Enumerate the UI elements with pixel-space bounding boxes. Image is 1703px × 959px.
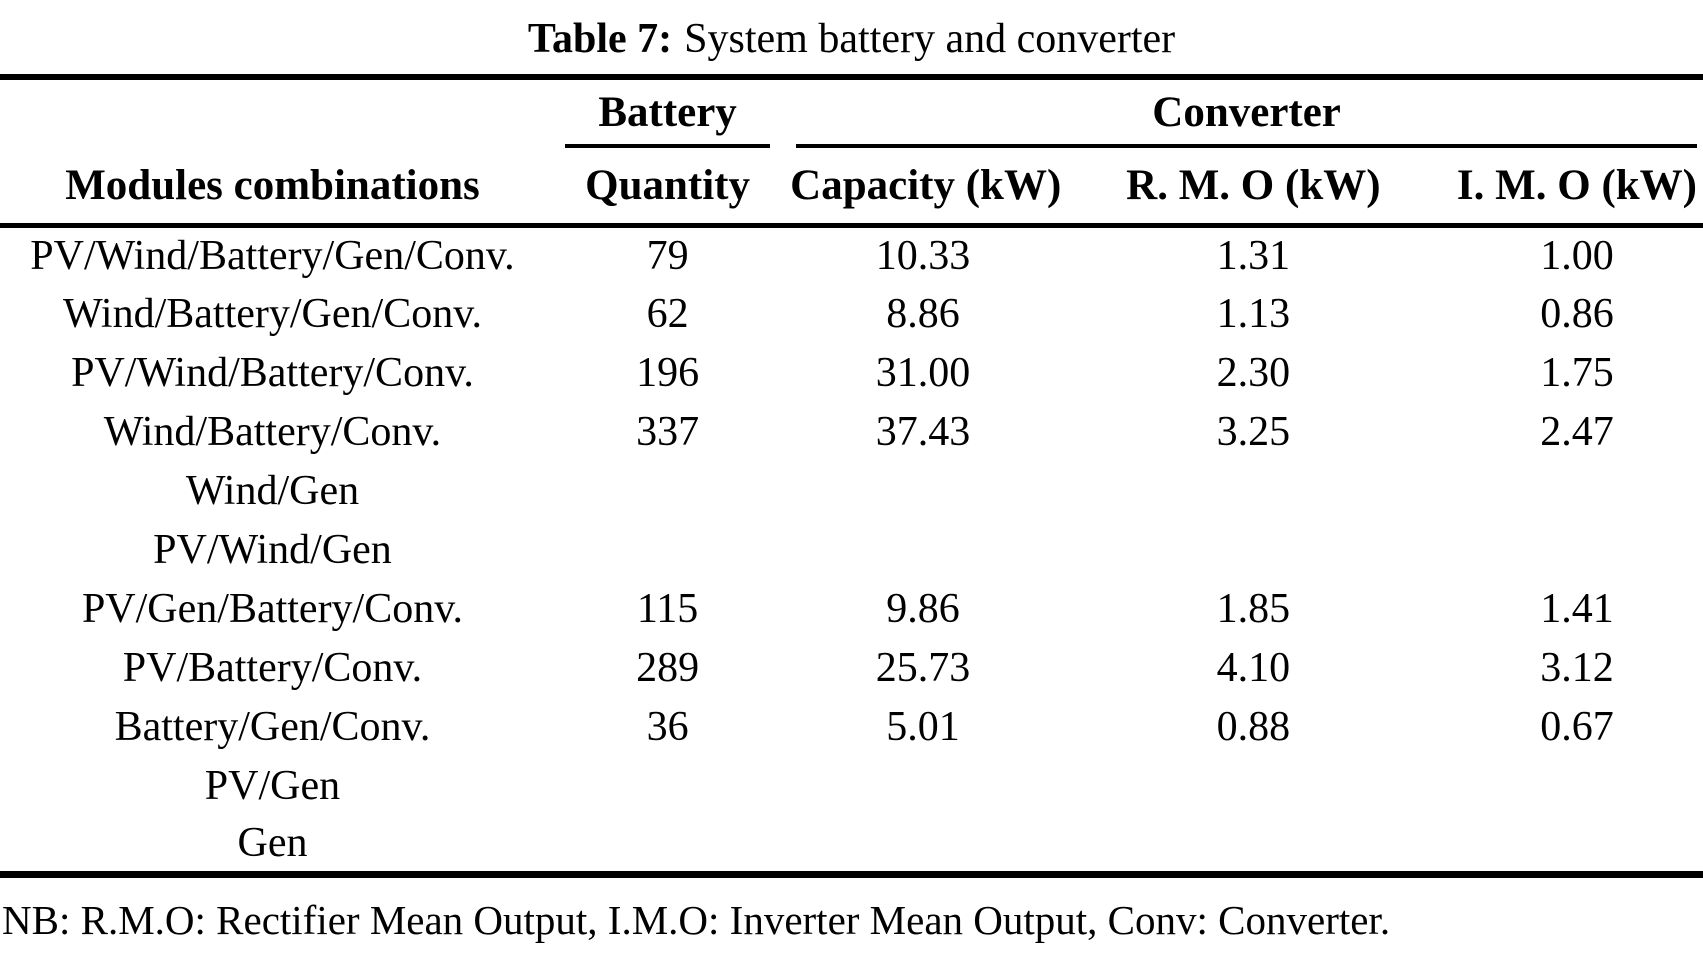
rmo-cell: 1.31 [1216, 232, 1291, 279]
capacity-cell: 10.33 [875, 232, 971, 279]
quantity-cell [545, 461, 790, 520]
capacity-cell: 25.73 [875, 644, 971, 691]
rmo-cell: 0.88 [1216, 703, 1291, 750]
quantity-cell: 36 [646, 703, 689, 750]
rmo-cell: 2.30 [1216, 349, 1291, 396]
header-capacity: Capacity (kW) [790, 148, 1061, 228]
header-inverter-mean-output: I. M. O (kW) [1450, 148, 1703, 228]
table-caption-label: Table 7: [527, 16, 673, 62]
capacity-cell: 8.86 [886, 290, 960, 337]
quantity-cell: 79 [646, 232, 689, 279]
capacity-cell [790, 520, 1056, 579]
table-row: PV/Wind/Battery/Conv. 196 31.00 2.30 1.7… [0, 343, 1703, 402]
quantity-cell: 337 [636, 408, 700, 455]
column-group-row: Battery Converter [0, 77, 1703, 148]
capacity-cell: 9.86 [886, 585, 960, 632]
table-row: PV/Battery/Conv. 289 25.73 4.10 3.12 [0, 638, 1703, 697]
rmo-cell [1056, 815, 1451, 874]
combination-cell: PV/Wind/Battery/Conv. [71, 349, 474, 396]
combination-cell: PV/Gen/Battery/Conv. [81, 585, 464, 632]
capacity-cell: 37.43 [875, 408, 971, 455]
converter-group-label: Converter [796, 80, 1697, 148]
imo-cell: 1.75 [1540, 349, 1614, 396]
combination-cell: Wind/Gen [185, 467, 360, 514]
capacity-cell [790, 815, 1056, 874]
system-battery-converter-table: Battery Converter Modules combinations Q… [0, 74, 1703, 878]
quantity-cell [545, 520, 790, 579]
combination-cell: PV/Wind/Battery/Gen/Conv. [30, 232, 515, 279]
table-row: PV/Gen/Battery/Conv. 115 9.86 1.85 1.41 [0, 579, 1703, 638]
quantity-cell: 196 [636, 349, 700, 396]
imo-cell [1451, 815, 1703, 874]
combination-cell: Wind/Battery/Gen/Conv. [62, 290, 482, 337]
quantity-cell: 62 [646, 290, 689, 337]
rmo-cell [1056, 461, 1451, 520]
quantity-cell: 289 [636, 644, 700, 691]
table-caption-title: System battery and converter [684, 16, 1176, 62]
imo-cell: 0.67 [1540, 703, 1614, 750]
table-row: Wind/Battery/Conv. 337 37.43 3.25 2.47 [0, 402, 1703, 461]
quantity-cell [545, 815, 790, 874]
capacity-cell [790, 461, 1056, 520]
imo-cell [1451, 461, 1703, 520]
combination-cell: Wind/Battery/Conv. [103, 408, 442, 455]
combination-cell: PV/Gen [204, 762, 341, 809]
header-modules-combinations: Modules combinations [0, 148, 545, 228]
header-quantity: Quantity [544, 148, 791, 228]
imo-cell: 0.86 [1540, 290, 1614, 337]
column-header-row: Modules combinations Quantity Capacity (… [0, 148, 1703, 228]
rmo-cell: 4.10 [1216, 644, 1291, 691]
imo-cell: 2.47 [1540, 408, 1614, 455]
combination-cell: PV/Battery/Conv. [122, 644, 423, 691]
capacity-cell: 5.01 [886, 703, 960, 750]
table-row: PV/Wind/Battery/Gen/Conv. 79 10.33 1.31 … [0, 225, 1703, 284]
quantity-cell: 115 [636, 585, 699, 632]
converter-group-header: Converter [790, 77, 1703, 148]
rmo-cell: 1.85 [1216, 585, 1291, 632]
table-row: PV/Gen [0, 756, 1703, 815]
table-caption: Table 7: System battery and converter [0, 16, 1703, 62]
combination-cell: PV/Wind/Gen [153, 526, 392, 573]
imo-cell: 3.12 [1540, 644, 1614, 691]
empty-group-cell [0, 77, 545, 148]
rmo-cell: 1.13 [1216, 290, 1291, 337]
table-row: Wind/Gen [0, 461, 1703, 520]
table-row: Wind/Battery/Gen/Conv. 62 8.86 1.13 0.86 [0, 284, 1703, 343]
table-row: PV/Wind/Gen [0, 520, 1703, 579]
capacity-cell: 31.00 [875, 349, 971, 396]
combination-cell: Battery/Gen/Conv. [114, 703, 431, 750]
quantity-cell [545, 756, 790, 815]
rmo-cell [1056, 756, 1451, 815]
imo-cell: 1.00 [1540, 232, 1614, 279]
imo-cell [1451, 756, 1703, 815]
rmo-cell: 3.25 [1216, 408, 1291, 455]
table-row: Battery/Gen/Conv. 36 5.01 0.88 0.67 [0, 697, 1703, 756]
table-footnote: NB: R.M.O: Rectifier Mean Output, I.M.O:… [2, 896, 1391, 943]
header-rectifier-mean-output: R. M. O (kW) [1055, 148, 1451, 228]
imo-cell: 1.41 [1540, 585, 1614, 632]
battery-group-header: Battery [545, 77, 790, 148]
battery-group-label: Battery [564, 80, 771, 148]
combination-cell: Gen [237, 819, 308, 866]
rmo-cell [1056, 520, 1451, 579]
imo-cell [1451, 520, 1703, 579]
capacity-cell [790, 756, 1056, 815]
table-row: Gen [0, 815, 1703, 874]
